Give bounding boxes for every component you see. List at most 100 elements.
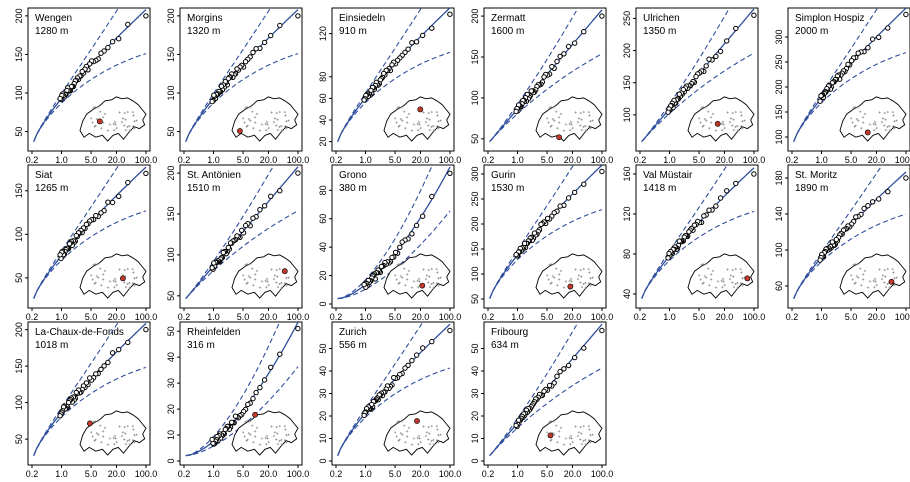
data-point	[261, 203, 268, 209]
data-point	[73, 232, 80, 239]
station-cross	[582, 439, 585, 443]
station-cross	[734, 282, 737, 286]
chart-panel: Simplon Hospiz 2000 m 100 150 200 250 300 0.2 1.…	[774, 7, 910, 165]
station-cross	[270, 268, 273, 271]
station-cross	[133, 284, 136, 287]
station-cross	[412, 123, 416, 126]
upper-bound	[489, 8, 579, 142]
x-tick-label: 20.0	[564, 469, 582, 479]
station-cross	[857, 119, 860, 122]
station-cross	[551, 274, 555, 278]
station-cross	[856, 262, 860, 266]
x-tick-label: 100.0	[743, 312, 766, 322]
station-cross	[589, 284, 592, 287]
x-tick-label: 5.0	[237, 312, 250, 322]
station-cross	[252, 126, 255, 130]
data-point	[399, 239, 405, 245]
station-cross	[729, 274, 733, 277]
y-tick-label: 10	[166, 430, 176, 440]
station-cross	[258, 443, 262, 446]
chart-panel: Wengen 1280 m 50 100 150 200 0.2 1.0 5.0 20.0 100.…	[14, 7, 157, 165]
station-cross	[432, 129, 435, 132]
data-point	[234, 66, 240, 72]
data-point	[724, 38, 730, 44]
station-cross	[861, 121, 865, 124]
station-cross	[878, 268, 881, 271]
panel-subtitle: 1530 m	[491, 183, 524, 194]
station-cross	[432, 286, 435, 289]
y-tick-label: 50	[166, 127, 176, 137]
data-point	[515, 417, 522, 423]
switzerland-map-icon	[535, 253, 603, 299]
switzerland-map-icon	[231, 96, 299, 142]
station-cross	[856, 105, 860, 109]
station-cross	[115, 126, 118, 130]
y-tick-label: 80	[318, 185, 328, 195]
y-tick-label: 60	[318, 214, 328, 224]
station-cross	[93, 262, 97, 266]
x-tick-label: 0.2	[786, 155, 799, 165]
station-cross	[118, 268, 121, 271]
station-cross	[861, 273, 865, 276]
data-point	[57, 413, 63, 419]
station-cross	[425, 274, 429, 277]
station-cross	[435, 424, 439, 428]
station-cross	[736, 286, 739, 289]
panel-frame	[331, 164, 455, 309]
data-point	[724, 188, 730, 194]
station-cross	[275, 281, 278, 284]
station-cross	[568, 122, 571, 126]
station-cross	[880, 277, 884, 281]
station-cross	[584, 124, 587, 128]
station-cross	[874, 123, 877, 126]
x-tick-label: 20.0	[412, 155, 430, 165]
station-cross	[699, 278, 702, 281]
x-tick-label: 5.0	[693, 155, 706, 165]
station-cross	[562, 286, 566, 289]
station-cross	[128, 443, 131, 446]
station-cross	[100, 126, 103, 130]
x-tick-label: 20.0	[108, 312, 126, 322]
station-cross	[123, 111, 126, 115]
station-cross	[569, 442, 572, 446]
x-tick-label: 0.2	[786, 312, 799, 322]
data-point	[706, 207, 712, 213]
panel-frame	[331, 7, 455, 152]
station-cross	[99, 267, 102, 270]
station-cross	[245, 282, 248, 285]
station-cross	[577, 274, 581, 277]
station-cross	[722, 123, 725, 126]
station-cross	[547, 121, 550, 124]
station-marker	[567, 283, 574, 290]
station-cross	[272, 434, 276, 438]
y-tick-label: 20	[470, 411, 480, 421]
station-cross	[121, 431, 125, 434]
station-cross	[266, 437, 269, 440]
station-cross	[265, 277, 269, 281]
station-cross	[241, 431, 245, 434]
data-point	[253, 46, 259, 52]
station-cross	[549, 262, 553, 266]
station-cross	[255, 426, 259, 430]
panel-subtitle: 1265 m	[35, 183, 68, 194]
switzerland-map-icon	[383, 253, 451, 299]
station-cross	[417, 120, 421, 124]
station-cross	[243, 121, 246, 124]
station-cross	[545, 431, 549, 434]
station-cross	[283, 424, 287, 428]
data-point	[378, 263, 385, 270]
panel-frame	[635, 164, 759, 309]
x-tick-label: 100.0	[135, 312, 158, 322]
station-cross	[99, 424, 102, 427]
station-cross	[270, 111, 273, 114]
data-point	[98, 366, 104, 373]
station-cross	[551, 117, 555, 121]
station-cross	[435, 267, 439, 271]
station-cross	[557, 273, 561, 276]
y-tick-label: 30	[166, 378, 176, 388]
x-tick-label: 0.2	[482, 469, 495, 479]
station-cross	[589, 127, 592, 130]
panel-subtitle: 1890 m	[795, 183, 828, 194]
upper-bound	[33, 322, 120, 456]
station-cross	[417, 442, 420, 446]
